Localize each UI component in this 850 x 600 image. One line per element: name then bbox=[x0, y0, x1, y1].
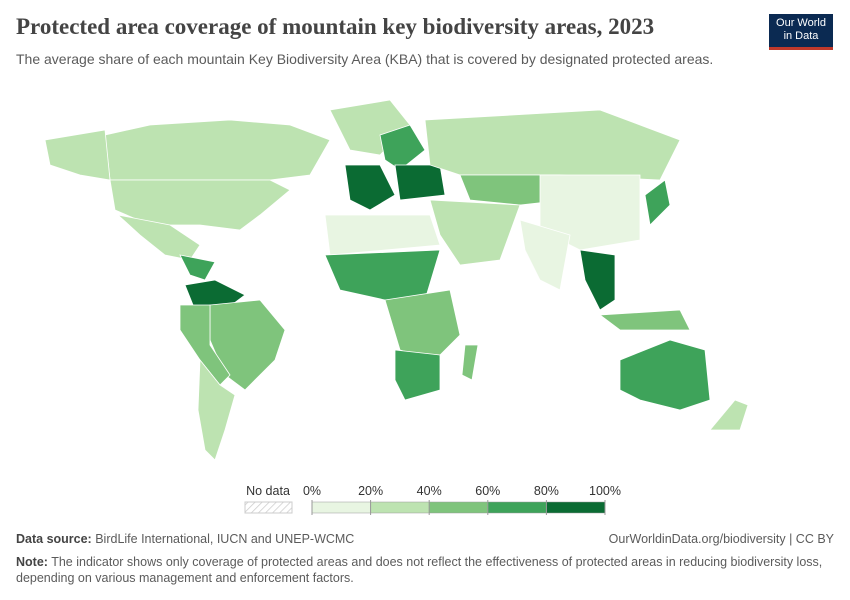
region bbox=[209, 299, 286, 391]
legend-label: No data bbox=[246, 484, 290, 498]
region bbox=[579, 249, 616, 311]
region bbox=[539, 174, 641, 251]
legend-tick-label: 40% bbox=[417, 484, 442, 498]
note-text: The indicator shows only coverage of pro… bbox=[16, 555, 823, 585]
region bbox=[424, 109, 681, 181]
region bbox=[324, 249, 441, 301]
legend-swatch bbox=[311, 501, 371, 514]
region bbox=[619, 339, 711, 411]
region bbox=[44, 129, 111, 181]
logo-line: in Data bbox=[783, 30, 819, 42]
legend-swatch bbox=[428, 501, 489, 514]
logo-line: Our World bbox=[776, 17, 826, 29]
legend-tick-label: 100% bbox=[589, 484, 621, 498]
legend-tick-label: 0% bbox=[303, 484, 321, 498]
region bbox=[179, 254, 216, 281]
legend-tick-label: 20% bbox=[358, 484, 383, 498]
logo[interactable]: Our World in Data bbox=[769, 14, 833, 50]
region bbox=[429, 199, 521, 266]
region bbox=[394, 349, 441, 401]
region bbox=[384, 289, 461, 361]
region bbox=[324, 214, 441, 256]
region bbox=[709, 399, 749, 431]
region bbox=[344, 164, 396, 211]
region bbox=[519, 219, 571, 291]
note: Note: The indicator shows only coverage … bbox=[16, 554, 831, 586]
title: Protected area coverage of mountain key … bbox=[16, 14, 655, 39]
subtitle: The average share of each mountain Key B… bbox=[16, 51, 714, 67]
legend-swatch bbox=[546, 501, 606, 514]
note-label: Note: bbox=[16, 555, 48, 569]
region bbox=[109, 179, 291, 231]
region bbox=[644, 179, 671, 226]
region bbox=[598, 309, 691, 331]
region bbox=[394, 164, 446, 201]
region bbox=[179, 304, 231, 386]
source-text: BirdLife International, IUCN and UNEP-WC… bbox=[95, 532, 355, 546]
legend-swatch bbox=[370, 501, 430, 514]
region bbox=[461, 344, 479, 381]
source-label: Data source: bbox=[16, 532, 92, 546]
legend-tick-label: 60% bbox=[475, 484, 500, 498]
no-data-swatch bbox=[244, 501, 293, 514]
region bbox=[104, 119, 331, 181]
region bbox=[379, 124, 426, 171]
source: Data source: BirdLife International, IUC… bbox=[16, 532, 354, 546]
legend-swatch bbox=[487, 501, 547, 514]
region bbox=[197, 358, 236, 461]
legend-tick-label: 80% bbox=[534, 484, 559, 498]
url[interactable]: OurWorldinData.org/biodiversity | CC BY bbox=[608, 532, 834, 546]
